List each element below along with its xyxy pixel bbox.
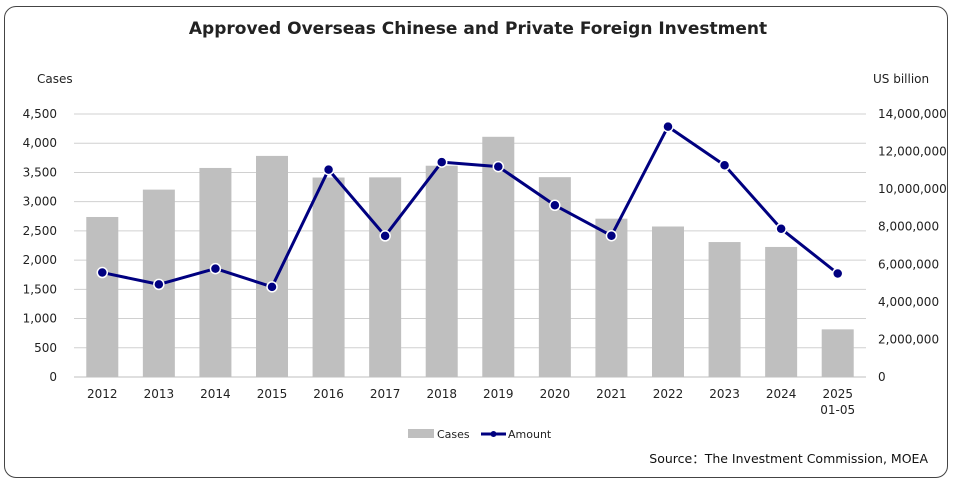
cases-bar [482, 136, 515, 377]
cases-bar [86, 216, 119, 377]
right-tick-label: 8,000,000 [878, 220, 939, 234]
amount-point [662, 120, 674, 133]
cases-bar [821, 329, 854, 377]
amount-point [831, 267, 844, 280]
right-tick-label: 14,000,000 [878, 107, 947, 121]
amount-point [605, 229, 618, 242]
amount-point [492, 160, 505, 173]
right-tick-label: 0 [878, 370, 886, 384]
cases-bar [369, 177, 402, 377]
left-tick-label: 0 [49, 370, 57, 384]
x-tick-label: 2023 [709, 387, 740, 401]
cases-bar [312, 177, 345, 377]
amount-line [96, 120, 844, 293]
cases-bar [595, 218, 628, 377]
gridlines [74, 113, 866, 378]
cases-bar [708, 242, 741, 377]
amount-point [435, 156, 448, 168]
right-axis-label: US billion [873, 72, 929, 86]
legend-cases-swatch [408, 429, 434, 438]
amount-point [322, 163, 335, 176]
x-tick-label: 2018 [426, 387, 457, 401]
left-tick-label: 4,000 [23, 136, 57, 150]
source-note: Source：The Investment Commission, MOEA [649, 451, 928, 466]
x-tick-label: 2022 [653, 387, 684, 401]
amount-point [96, 266, 109, 279]
right-tick-label: 4,000,000 [878, 295, 939, 309]
x-tick-label: 2015 [257, 387, 288, 401]
right-tick-label: 2,000,000 [878, 332, 939, 346]
left-tick-label: 3,000 [23, 195, 57, 209]
right-tick-label: 12,000,000 [878, 145, 947, 159]
amount-point [775, 223, 787, 235]
cases-bar [652, 226, 684, 377]
left-axis-ticks: 0 500 1,000 1,500 2,000 2,500 3,000 3,500 4,000 4… [23, 107, 57, 384]
x-tick-label: 2025 01-05 [820, 387, 855, 417]
left-tick-label: 500 [34, 341, 57, 355]
x-tick-label: 2021 [596, 387, 627, 401]
right-tick-label: 6,000,000 [878, 257, 939, 271]
amount-point [266, 281, 278, 293]
amount-point [209, 262, 222, 275]
x-axis-ticks: 2012 2013 2014 2015 2016 2017 2018 2019 2020 2021… [87, 387, 855, 417]
right-tick-label: 10,000,000 [878, 182, 947, 196]
x-tick-label: 2013 [144, 387, 175, 401]
x-tick-label: 2017 [370, 387, 401, 401]
x-tick-label: 2016 [313, 387, 344, 401]
x-tick-label: 2019 [483, 387, 514, 401]
amount-point [379, 230, 391, 242]
legend-amount-marker [490, 431, 497, 437]
x-tick-label: 2024 [766, 387, 797, 401]
x-tick-label: 2020 [540, 387, 571, 401]
right-axis-ticks: 0 2,000,000 4,000,000 6,000,000 8,000,000 10,… [878, 107, 947, 384]
amount-point [153, 278, 165, 291]
amount-point [549, 199, 561, 212]
chart-title: Approved Overseas Chinese and Private Fo… [189, 19, 767, 39]
legend: Cases Amount [408, 428, 552, 441]
left-tick-label: 2,000 [23, 253, 57, 267]
left-tick-label: 1,500 [23, 282, 57, 296]
left-tick-label: 1,000 [23, 312, 57, 326]
x-tick-label: 2012 [87, 387, 118, 401]
amount-point [718, 159, 731, 172]
legend-amount-label: Amount [508, 428, 552, 441]
amount-line-path [101, 125, 839, 289]
left-axis-label: Cases [37, 72, 73, 86]
legend-cases-label: Cases [437, 428, 470, 441]
cases-bar [765, 246, 798, 377]
cases-bar [425, 165, 458, 377]
left-tick-label: 2,500 [23, 224, 57, 238]
left-tick-label: 3,500 [23, 165, 57, 179]
x-tick-label: 2014 [200, 387, 231, 401]
left-tick-label: 4,500 [23, 107, 57, 121]
